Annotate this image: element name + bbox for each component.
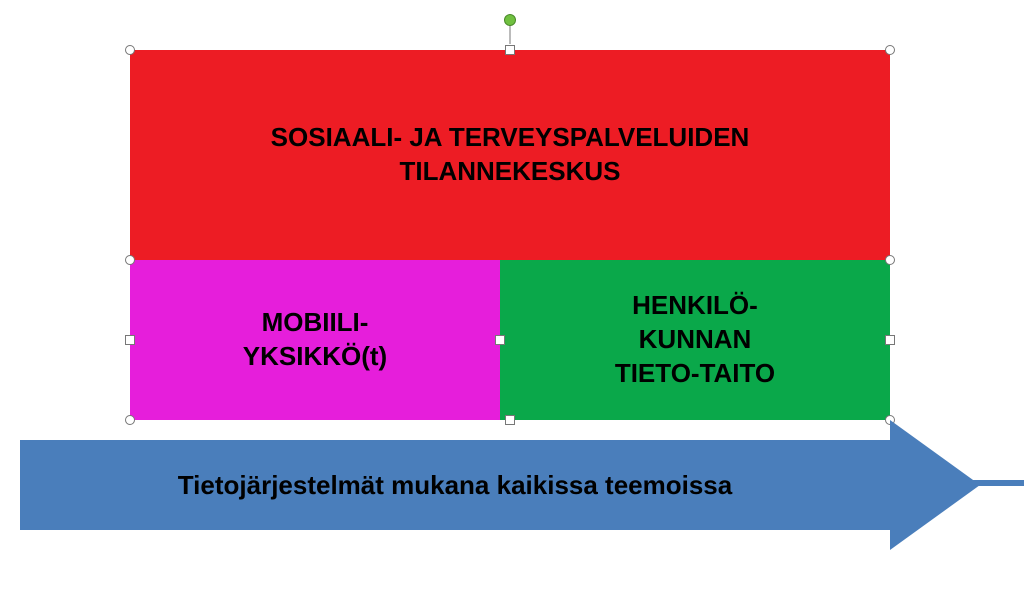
right-box[interactable]: HENKILÖ- KUNNAN TIETO-TAITO	[500, 260, 890, 420]
handle-tl[interactable]	[125, 45, 135, 55]
handle-tm[interactable]	[505, 45, 515, 55]
right-box-line3: TIETO-TAITO	[615, 358, 775, 388]
left-box[interactable]: MOBIILI- YKSIKKÖ(t)	[130, 260, 500, 420]
right-box-line1: HENKILÖ-	[632, 290, 758, 320]
handle-ml[interactable]	[125, 335, 135, 345]
handle-mc[interactable]	[495, 335, 505, 345]
left-box-line2: YKSIKKÖ(t)	[243, 341, 387, 371]
trailing-line	[970, 480, 1024, 486]
rotate-handle[interactable]	[504, 14, 516, 26]
handle-ml-upper[interactable]	[125, 255, 135, 265]
top-box-line1: SOSIAALI- JA TERVEYSPALVELUIDEN	[271, 122, 750, 152]
handle-mr[interactable]	[885, 335, 895, 345]
handle-tr[interactable]	[885, 45, 895, 55]
arrow-head-icon	[890, 420, 980, 550]
handle-mr-upper[interactable]	[885, 255, 895, 265]
right-box-line2: KUNNAN	[639, 324, 752, 354]
top-box-text: SOSIAALI- JA TERVEYSPALVELUIDEN TILANNEK…	[271, 121, 750, 189]
arrow-body: Tietojärjestelmät mukana kaikissa teemoi…	[20, 440, 890, 530]
right-box-text: HENKILÖ- KUNNAN TIETO-TAITO	[615, 289, 775, 390]
left-box-text: MOBIILI- YKSIKKÖ(t)	[243, 306, 387, 374]
diagram-group[interactable]: SOSIAALI- JA TERVEYSPALVELUIDEN TILANNEK…	[130, 50, 890, 420]
top-box-line2: TILANNEKESKUS	[399, 156, 620, 186]
bottom-arrow[interactable]: Tietojärjestelmät mukana kaikissa teemoi…	[20, 420, 1024, 550]
left-box-line1: MOBIILI-	[262, 307, 369, 337]
rotate-stem	[509, 24, 511, 44]
top-box[interactable]: SOSIAALI- JA TERVEYSPALVELUIDEN TILANNEK…	[130, 50, 890, 260]
arrow-text: Tietojärjestelmät mukana kaikissa teemoi…	[178, 470, 732, 501]
